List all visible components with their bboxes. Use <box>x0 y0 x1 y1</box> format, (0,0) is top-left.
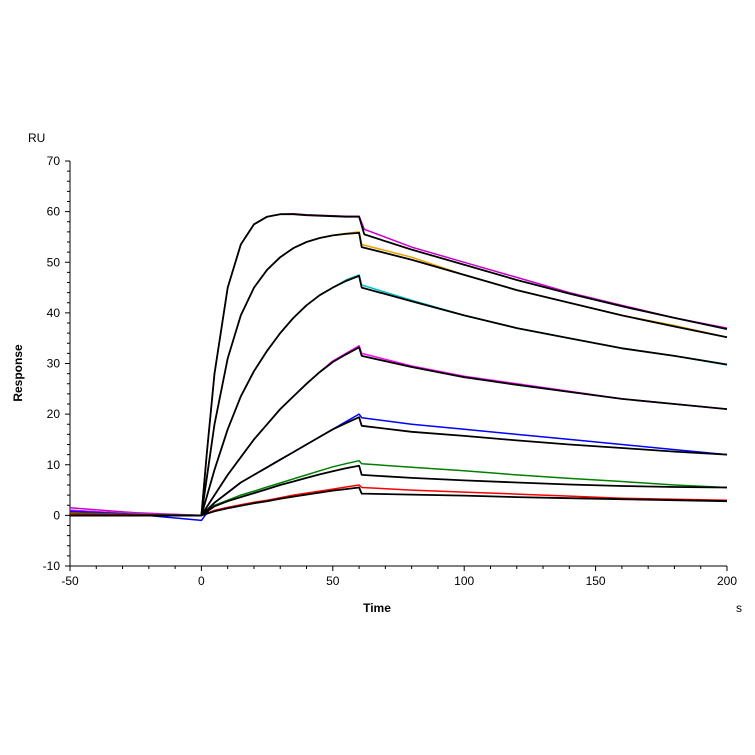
fit-curve-11 <box>70 416 728 517</box>
fit-curve-8 <box>70 231 728 517</box>
x-tick-label: 0 <box>198 574 205 588</box>
y-unit-label: RU <box>28 131 45 145</box>
fit-curve-13 <box>70 486 728 517</box>
x-unit-label: s <box>736 601 742 615</box>
sensorgram-curve-5 <box>69 459 728 517</box>
y-tick-label: 40 <box>47 306 61 320</box>
x-tick-label: -50 <box>61 574 79 588</box>
x-tick-label: 150 <box>586 574 606 588</box>
x-tick-label: 50 <box>326 574 340 588</box>
y-tick-label: 70 <box>47 154 61 168</box>
y-tick-label: 10 <box>47 458 61 472</box>
sensorgram-curve-1 <box>69 231 728 517</box>
fit-curve-10 <box>70 346 728 517</box>
x-tick-label: 100 <box>454 574 474 588</box>
fit-curve-12 <box>70 464 728 517</box>
y-tick-label: 0 <box>53 508 60 522</box>
y-axis-title: Response <box>11 344 25 402</box>
fit-curve-7 <box>70 213 728 517</box>
y-tick-label: 30 <box>47 357 61 371</box>
y-tick-label: 20 <box>47 407 61 421</box>
fit-curve-9 <box>70 274 728 517</box>
y-tick-label: -10 <box>43 559 61 573</box>
x-axis-title: Time <box>363 601 391 615</box>
sensorgram-curve-6 <box>69 484 728 517</box>
y-axis: -10 0 10 20 30 40 50 60 70 <box>43 154 71 573</box>
y-tick-label: 50 <box>47 255 61 269</box>
series-layer <box>69 212 728 522</box>
sensorgram-curve-2 <box>69 274 728 517</box>
y-tick-label: 60 <box>47 205 61 219</box>
x-tick-label: 200 <box>717 574 737 588</box>
x-axis: -50 0 50 100 150 200 <box>61 565 737 588</box>
